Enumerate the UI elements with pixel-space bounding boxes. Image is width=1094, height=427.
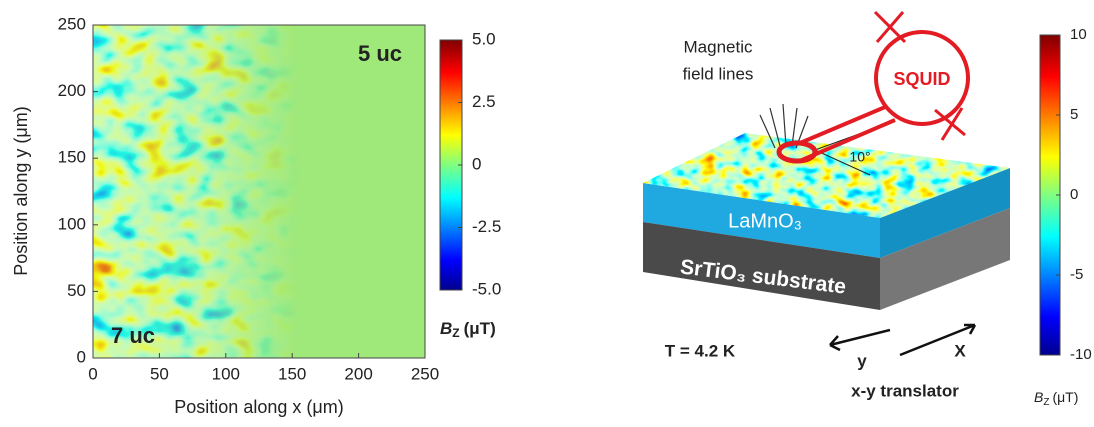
colorbar-tick-label: 0 — [472, 154, 481, 173]
label: 10° — [849, 149, 870, 165]
label: Magnetic — [684, 37, 753, 56]
figure: 5 uc 7 uc Position along x (μm) Position… — [0, 0, 1094, 422]
sample-diagram — [640, 12, 1012, 355]
colorbar-tick-label: 5 — [1070, 106, 1078, 123]
label: T = 4.2 K — [665, 341, 736, 360]
subscript: Z — [1043, 397, 1049, 408]
subscript: Z — [452, 326, 459, 340]
colorbar-tick-label: 10 — [1070, 26, 1087, 43]
colorbar-tick-label: 0 — [1070, 186, 1078, 203]
colorbar-tick-label: 5.0 — [472, 29, 496, 48]
label: y — [857, 351, 867, 370]
y-tick-label: 100 — [58, 214, 86, 233]
label: LaMnO₃ — [728, 210, 802, 232]
x-tick-label: 50 — [150, 364, 169, 383]
label: SQUID — [893, 69, 950, 89]
y-axis-label: Position along y (μm) — [11, 106, 31, 275]
x-axis-label: Position along x (μm) — [174, 397, 343, 417]
colorbar-tick-label: 2.5 — [472, 92, 496, 111]
colorbar-tick-label: -5 — [1070, 266, 1083, 283]
symbol: B — [440, 319, 452, 338]
colorbar-tick-label: -5.0 — [472, 279, 501, 298]
x-tick-label: 250 — [411, 364, 439, 383]
unit: (μT) — [1052, 389, 1078, 405]
x-tick-label: 100 — [212, 364, 240, 383]
unit: (μT) — [464, 319, 496, 338]
x-tick-label: 200 — [344, 364, 372, 383]
x-tick-label: 0 — [88, 364, 97, 383]
annotation: 7 uc — [111, 323, 155, 348]
label: X — [954, 341, 966, 360]
colorbar-tick-label: -10 — [1070, 346, 1092, 363]
y-tick-label: 50 — [67, 281, 86, 300]
symbol: B — [1034, 389, 1043, 405]
y-tick-label: 0 — [77, 347, 86, 366]
colorbar-label: BZ (μT) — [440, 319, 496, 340]
colorbar-label: BZ(μT) — [1034, 389, 1078, 408]
label: field lines — [683, 64, 754, 83]
y-tick-label: 150 — [58, 148, 86, 167]
x-tick-label: 150 — [278, 364, 306, 383]
colorbar-tick-label: -2.5 — [472, 217, 501, 236]
heatmap-image — [93, 25, 425, 358]
annotation: 5 uc — [358, 41, 402, 66]
label: x-y translator — [851, 381, 959, 400]
y-tick-label: 250 — [58, 14, 86, 33]
y-tick-label: 200 — [58, 81, 86, 100]
